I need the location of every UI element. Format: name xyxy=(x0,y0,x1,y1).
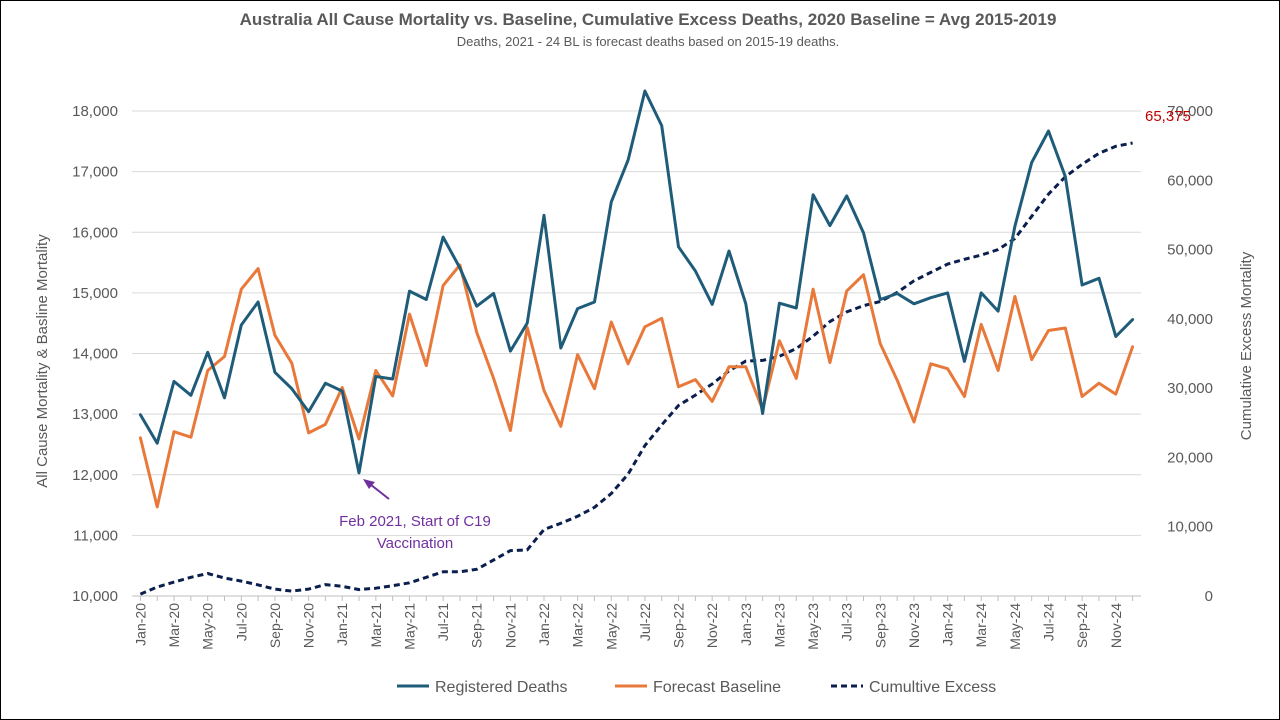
x-tick-label: Nov-23 xyxy=(906,603,922,648)
x-tick-label: Nov-24 xyxy=(1108,603,1124,648)
x-tick-label: Mar-21 xyxy=(368,603,384,648)
legend: Registered Deaths Forecast Baseline Cumu… xyxy=(397,679,996,696)
x-tick-label: Jan-22 xyxy=(536,603,552,646)
x-tick-label: May-20 xyxy=(200,603,216,650)
y-tick-label: 10,000 xyxy=(72,588,118,605)
left-axis-ticks: 10,000 11,000 12,000 13,000 14,000 15,000 16,0… xyxy=(72,103,118,605)
annotation-arrowhead xyxy=(363,479,375,489)
y2-tick-label: 20,000 xyxy=(1167,449,1213,466)
y2-axis-title: Cumulative Excess Mortality xyxy=(1238,251,1255,440)
x-tick-label: Nov-20 xyxy=(301,603,317,648)
x-tick-label: Jul-20 xyxy=(233,603,249,641)
x-tick-label: Sep-24 xyxy=(1074,603,1090,648)
y-tick-label: 17,000 xyxy=(72,164,118,181)
annotation-line-1: Feb 2021, Start of C19 xyxy=(339,513,491,530)
y2-tick-label: 60,000 xyxy=(1167,172,1213,189)
y-tick-label: 15,000 xyxy=(72,285,118,302)
x-tick-label: Jan-23 xyxy=(738,603,754,646)
legend-label-baseline: Forecast Baseline xyxy=(653,679,781,696)
series-lines xyxy=(138,89,1135,596)
x-tick-label: Sep-22 xyxy=(671,603,687,648)
x-tick-label: Sep-21 xyxy=(469,603,485,648)
x-axis-ticks: Jan-20 Mar-20 May-20 Jul-20 Sep-20 Nov-20 Jan-… xyxy=(132,596,1134,650)
y-tick-label: 16,000 xyxy=(72,224,118,241)
x-tick-label: May-22 xyxy=(603,603,619,650)
gridlines xyxy=(132,110,1141,597)
x-tick-label: Nov-21 xyxy=(502,603,518,648)
series-line-baseline xyxy=(138,263,1135,509)
y-tick-label: 13,000 xyxy=(72,406,118,423)
chart-title: Australia All Cause Mortality vs. Baseli… xyxy=(240,10,1057,29)
x-tick-label: May-24 xyxy=(1007,603,1023,650)
y2-tick-label: 40,000 xyxy=(1167,311,1213,328)
x-tick-label: Mar-22 xyxy=(570,603,586,648)
x-tick-label: Jan-24 xyxy=(940,603,956,646)
series-line-registered xyxy=(138,89,1135,475)
x-tick-label: Jan-20 xyxy=(132,603,148,646)
x-tick-label: Nov-22 xyxy=(704,603,720,648)
y-tick-label: 11,000 xyxy=(73,527,118,544)
x-tick-label: Sep-23 xyxy=(872,603,888,648)
y2-tick-label: 0 xyxy=(1205,588,1213,605)
annotation-line-2: Vaccination xyxy=(377,535,453,552)
x-tick-label: May-23 xyxy=(805,603,821,650)
x-tick-label: Mar-20 xyxy=(166,603,182,648)
x-tick-label: Mar-23 xyxy=(771,603,787,648)
y2-tick-label: 30,000 xyxy=(1167,380,1213,397)
series-line-cumulative xyxy=(139,141,1133,596)
y2-tick-label: 70,000 xyxy=(1167,103,1213,120)
x-tick-label: Jul-23 xyxy=(839,603,855,641)
x-tick-label: Jul-22 xyxy=(637,603,653,641)
y-axis-title: All Cause Mortality & Basline Mortality xyxy=(34,234,51,488)
right-axis-ticks: 0 10,000 20,000 30,000 40,000 50,000 60,000 70,… xyxy=(1167,103,1213,605)
y-tick-label: 12,000 xyxy=(72,467,118,484)
legend-label-cumulative: Cumultive Excess xyxy=(869,679,996,696)
y2-tick-label: 50,000 xyxy=(1167,242,1213,259)
x-tick-label: May-21 xyxy=(401,603,417,650)
chart-subtitle: Deaths, 2021 - 24 BL is forecast deaths … xyxy=(457,34,840,49)
x-tick-label: Mar-24 xyxy=(973,603,989,648)
cumulative-end-label: 65,375 xyxy=(1145,108,1191,125)
vaccination-annotation: Feb 2021, Start of C19 Vaccination xyxy=(339,479,491,552)
y2-tick-label: 10,000 xyxy=(1167,519,1213,536)
x-tick-label: Jul-21 xyxy=(435,603,451,641)
y-tick-label: 14,000 xyxy=(72,346,118,363)
x-tick-label: Jan-21 xyxy=(334,603,350,646)
legend-label-registered: Registered Deaths xyxy=(435,679,568,696)
y-tick-label: 18,000 xyxy=(72,103,118,120)
x-tick-label: Sep-20 xyxy=(267,603,283,648)
x-tick-label: Jul-24 xyxy=(1041,603,1057,641)
